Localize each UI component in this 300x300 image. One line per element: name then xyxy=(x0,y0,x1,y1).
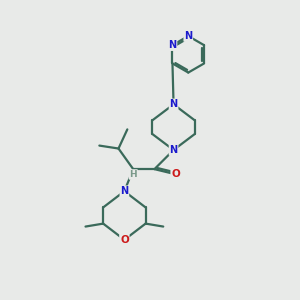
Text: N: N xyxy=(184,31,192,41)
Text: H: H xyxy=(129,170,137,179)
Text: O: O xyxy=(171,169,180,178)
Text: N: N xyxy=(120,186,128,196)
Text: O: O xyxy=(120,235,129,245)
Text: N: N xyxy=(169,99,178,110)
Text: N: N xyxy=(169,145,178,155)
Text: N: N xyxy=(168,40,176,50)
